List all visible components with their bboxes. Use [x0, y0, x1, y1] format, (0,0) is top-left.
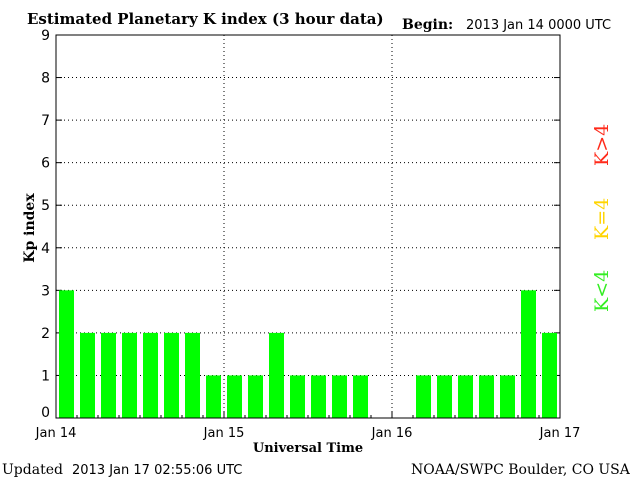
kp-bar — [332, 375, 347, 418]
kp-bar — [437, 375, 452, 418]
y-tick-label: 3 — [41, 283, 50, 299]
y-tick-label: 7 — [41, 113, 50, 129]
kp-bar — [521, 290, 536, 418]
kp-bar — [542, 332, 557, 418]
kp-bar — [206, 375, 221, 418]
y-axis-label: Kp index — [22, 193, 38, 263]
kp-bar — [458, 375, 473, 418]
plot-frame — [55, 34, 561, 419]
y-tick-label: 9 — [41, 28, 50, 44]
chart-title: Estimated Planetary K index (3 hour data… — [27, 10, 384, 28]
legend-k-less-4: K<4 — [591, 270, 613, 312]
kp-bar — [143, 332, 158, 418]
y-tick-label: 5 — [41, 198, 50, 214]
kp-bar — [80, 332, 95, 418]
begin-label: Begin: — [402, 17, 453, 33]
x-axis-label: Universal Time — [253, 441, 363, 456]
x-tick-label: Jan 17 — [539, 426, 581, 441]
y-tick-label: 4 — [41, 241, 50, 257]
y-tick-label: 0 — [41, 405, 50, 421]
y-tick-label: 2 — [41, 326, 50, 342]
y-tick-label: 6 — [41, 156, 50, 172]
kp-bar — [479, 375, 494, 418]
kp-bar — [101, 332, 116, 418]
y-tick-label: 8 — [41, 71, 50, 87]
legend-k-equal-4: K=4 — [591, 198, 613, 240]
updated-label: Updated — [2, 462, 63, 478]
kp-bar — [248, 375, 263, 418]
updated-timestamp: 2013 Jan 17 02:55:06 UTC — [72, 463, 242, 478]
y-tick-label: 1 — [41, 368, 50, 384]
kp-bar — [227, 375, 242, 418]
kp-bar — [269, 332, 284, 418]
kp-bar — [311, 375, 326, 418]
kp-bar — [122, 332, 137, 418]
x-tick-label: Jan 15 — [203, 426, 245, 441]
kp-bar — [353, 375, 368, 418]
plot-area: 0 1 2 3 4 5 6 7 8 9 Jan 14 Jan 15 Jan 16 Jan 17 — [35, 28, 581, 441]
kp-bar — [164, 332, 179, 418]
begin-date: 2013 Jan 14 0000 UTC — [466, 18, 611, 33]
kp-bar — [59, 290, 74, 418]
source-credit: NOAA/SWPC Boulder, CO USA — [411, 462, 631, 478]
kp-bar — [185, 332, 200, 418]
kp-bar — [500, 375, 515, 418]
x-tick-label: Jan 14 — [35, 426, 77, 441]
kp-bar — [290, 375, 305, 418]
x-tick-label: Jan 16 — [371, 426, 413, 441]
kp-bar — [416, 375, 431, 418]
legend-k-greater-4: K>4 — [591, 124, 613, 166]
